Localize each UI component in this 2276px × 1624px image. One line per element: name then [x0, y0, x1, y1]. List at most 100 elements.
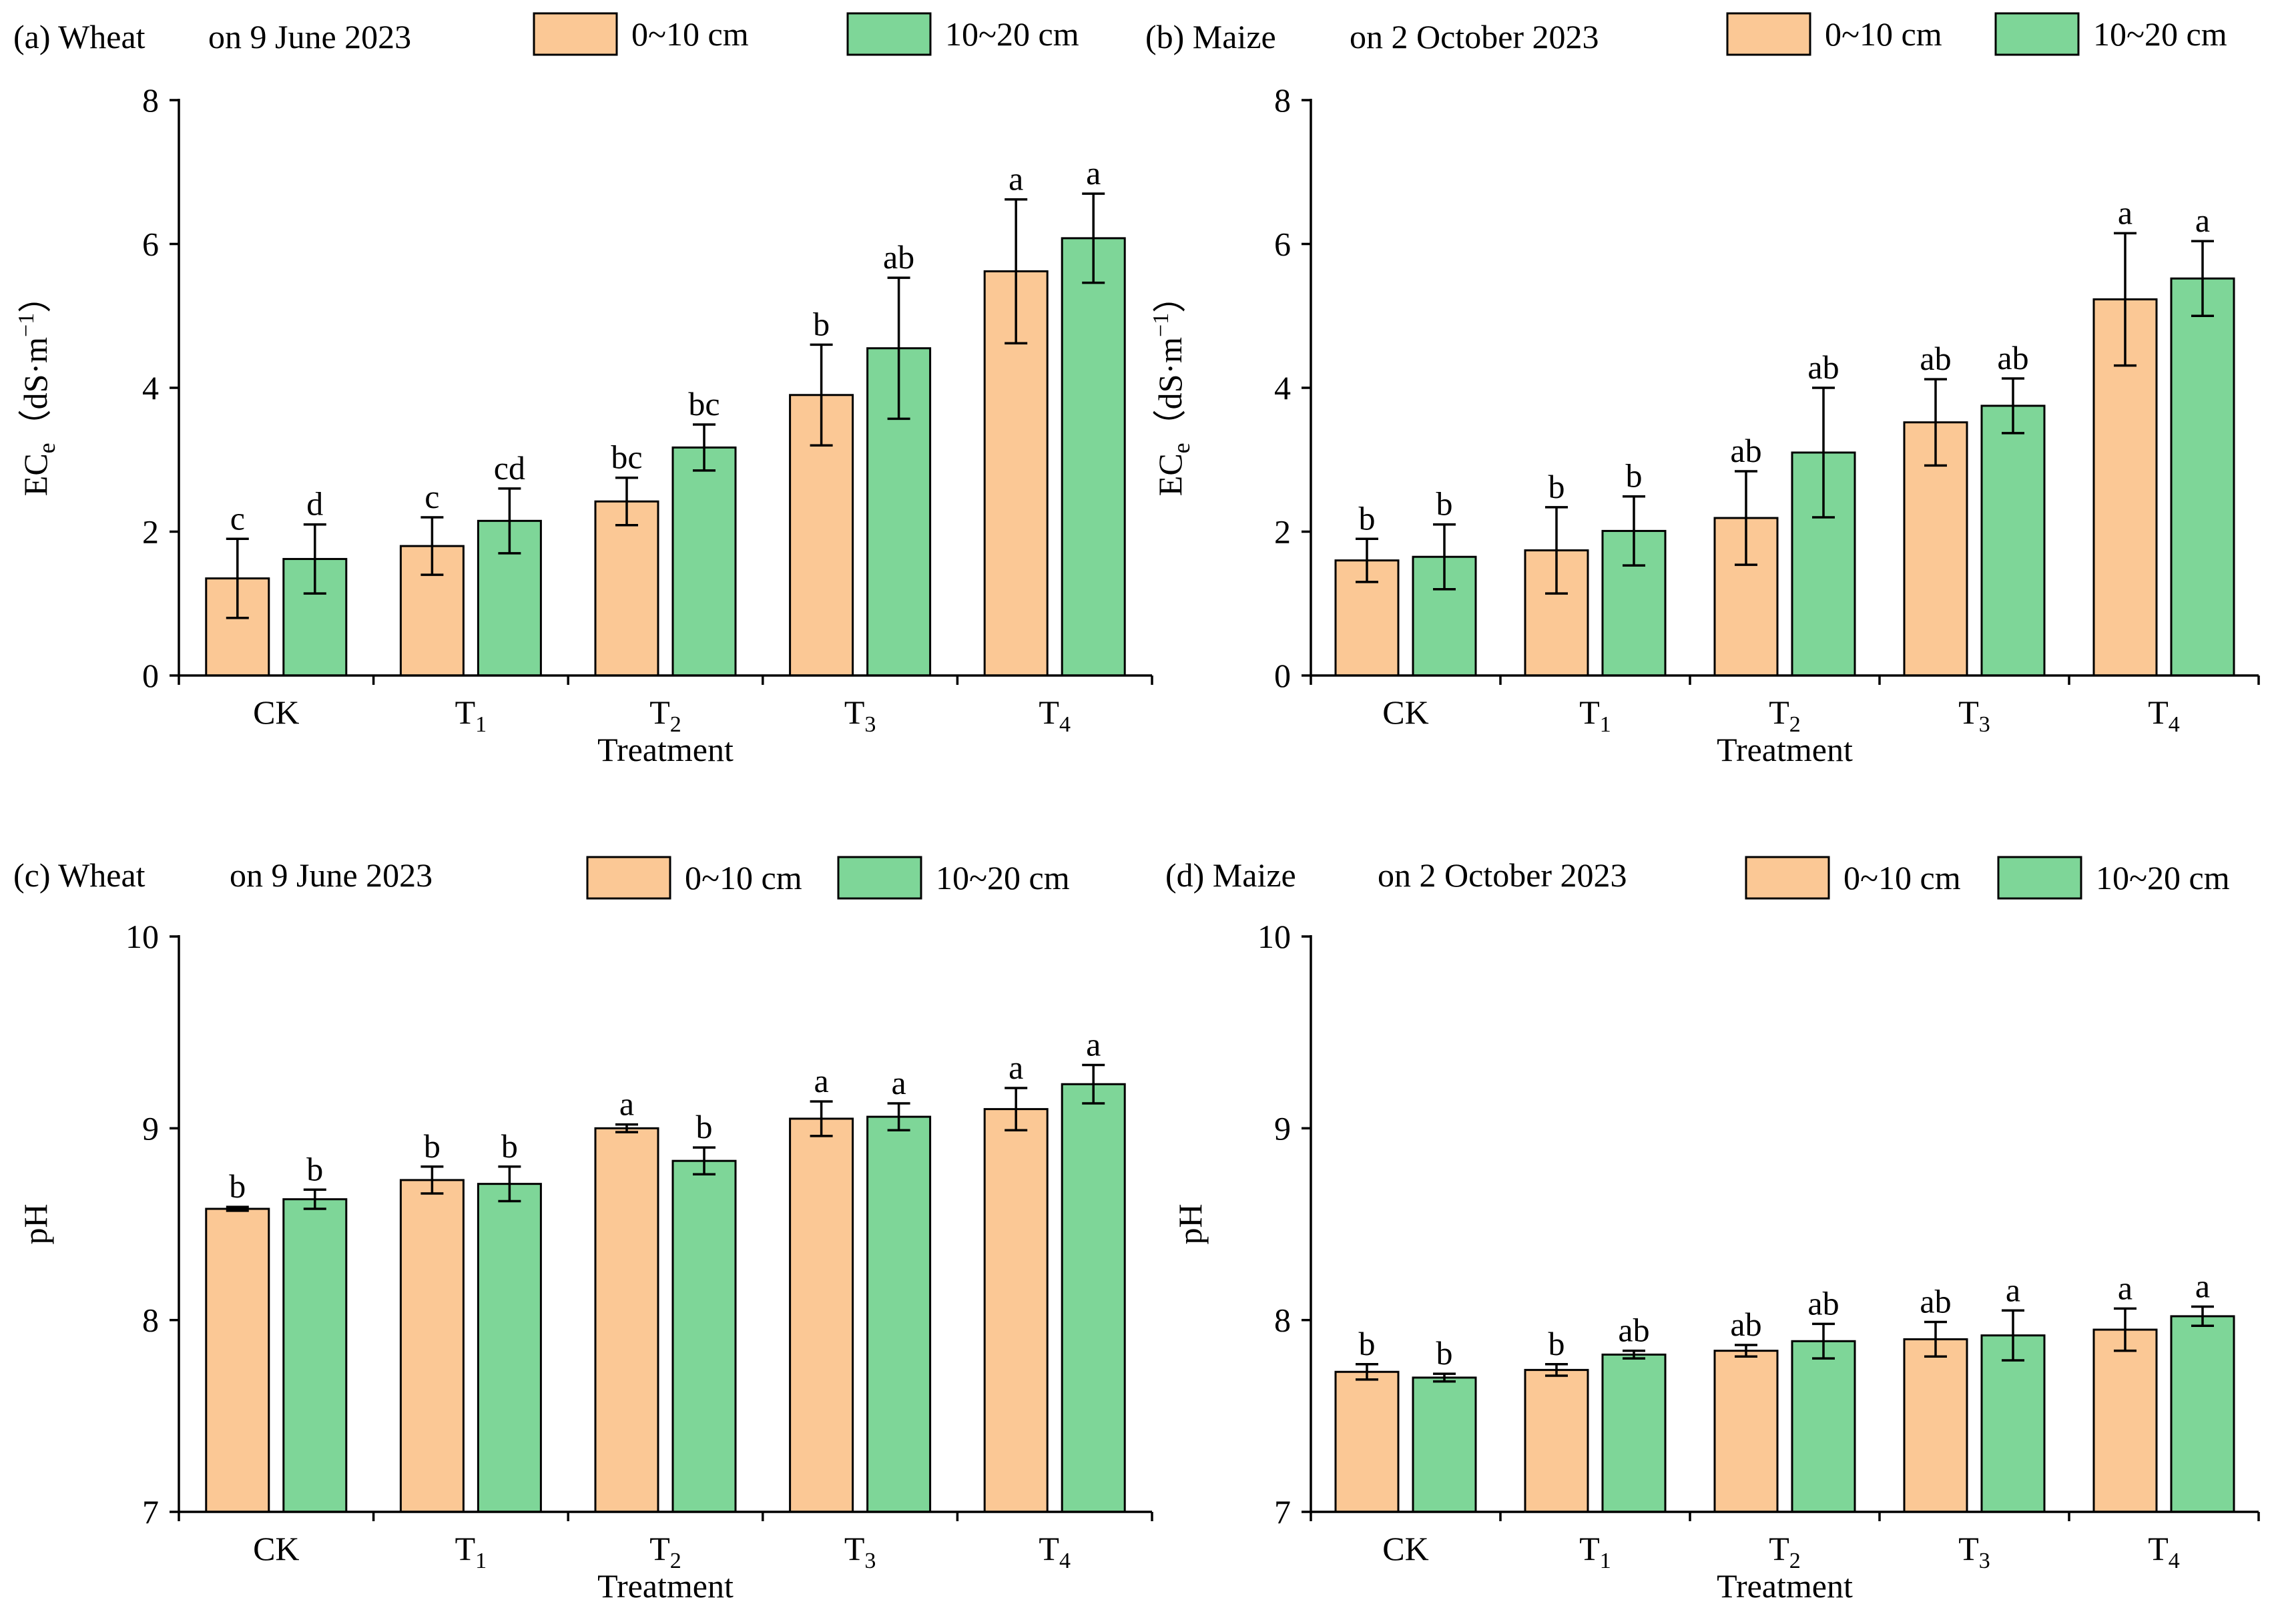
x-tick-label: T1: [1579, 1530, 1611, 1573]
bar: [1061, 1083, 1126, 1513]
significance-letter: ab: [1807, 348, 1839, 386]
significance-letter: ab: [883, 238, 914, 276]
significance-letter: ab: [1807, 1284, 1839, 1322]
significance-letter: a: [1086, 154, 1101, 192]
legend: 0~10 cm 10~20 cm: [1745, 856, 2230, 900]
x-tick-label: T2: [1769, 694, 1801, 737]
bar: [789, 1117, 854, 1513]
error-bar: [1623, 1349, 1645, 1360]
x-tick-label: CK: [253, 694, 299, 731]
x-axis-title: Treatment: [1717, 1567, 1853, 1605]
x-tick-label: T3: [1958, 694, 1990, 737]
panel-a: c c bc b a d cd bc ab a 0 2 4 6 8 CK T1 T2 T3 T4 Treatment EC…: [13, 12, 1153, 768]
x-tick-label: T2: [649, 694, 681, 737]
error-bar: [2191, 240, 2214, 317]
bar: [1334, 1370, 1400, 1513]
y-tick-label: 6: [142, 226, 159, 263]
significance-letter: ab: [1730, 1306, 1761, 1343]
error-bar: [693, 423, 716, 472]
bar: [282, 1198, 348, 1513]
significance-letter: b: [1548, 468, 1565, 505]
significance-letter: a: [814, 1062, 828, 1099]
y-tick-label: 2: [142, 513, 159, 551]
legend-swatch: [1997, 856, 2082, 900]
legend-swatch: [1726, 12, 1811, 56]
bar: [1524, 1368, 1589, 1513]
error-bar: [498, 1165, 521, 1203]
significance-letter: a: [1009, 1049, 1023, 1086]
bar: [477, 1183, 542, 1513]
significance-letter: b: [1359, 499, 1376, 537]
panel-date: on 2 October 2023: [1378, 856, 1627, 894]
error-bar: [1433, 523, 1456, 591]
panel-c: b b a a a b b b a a 7 8 9 10 CK T1 T2 T3 T4 Treatment pH (c) …: [13, 856, 1153, 1605]
x-axis-title: Treatment: [597, 1567, 734, 1605]
significance-letter: a: [891, 1064, 906, 1101]
significance-letter: a: [1009, 160, 1023, 198]
y-tick-label: 10: [125, 918, 159, 955]
panel-label: (d) Maize: [1165, 856, 1296, 894]
panel-label: (a) Wheat: [13, 18, 146, 55]
x-tick-label: CK: [253, 1530, 299, 1567]
significance-letter: ab: [1997, 339, 2028, 376]
error-bar: [1545, 506, 1568, 595]
significance-letter: cd: [494, 449, 525, 487]
significance-letter: bc: [611, 439, 642, 476]
error-bar: [226, 537, 249, 619]
y-tick-label: 0: [142, 657, 159, 694]
error-bar: [615, 476, 638, 527]
legend: 0~10 cm 10~20 cm: [533, 12, 1079, 56]
significance-letter: ab: [1730, 432, 1761, 469]
significance-letter: bc: [688, 385, 720, 423]
bar: [1791, 1340, 1856, 1513]
panel-label: (b) Maize: [1145, 18, 1276, 55]
bar: [205, 1207, 270, 1513]
significance-letter: b: [306, 1150, 323, 1187]
significance-letter: b: [501, 1127, 518, 1165]
error-bar: [2114, 1307, 2137, 1352]
y-tick-label: 0: [1274, 657, 1291, 694]
legend-swatch: [837, 856, 922, 900]
error-bar: [420, 516, 444, 576]
y-tick-label: 8: [1274, 1302, 1291, 1339]
x-tick-label: CK: [1382, 1530, 1428, 1567]
y-tick-label: 8: [142, 81, 159, 119]
error-bar: [1735, 1344, 1757, 1358]
error-bar: [887, 1102, 910, 1131]
significance-letter: b: [813, 305, 830, 342]
y-tick-label: 9: [142, 1109, 159, 1147]
x-tick-label: T1: [455, 1530, 487, 1573]
y-tick-label: 7: [1274, 1493, 1291, 1531]
significance-letter: b: [1548, 1325, 1565, 1362]
significance-letter: ab: [1920, 1283, 1951, 1320]
y-axis-title: ECe（dS·m−1）: [14, 280, 60, 496]
error-bar: [1924, 378, 1947, 467]
x-tick-label: T1: [455, 694, 487, 737]
significance-letter: a: [2006, 1271, 2020, 1308]
error-bar: [810, 1100, 833, 1137]
y-tick-label: 8: [142, 1302, 159, 1339]
y-tick-label: 9: [1274, 1109, 1291, 1147]
x-tick-label: T4: [2148, 694, 2180, 737]
legend-swatch: [586, 856, 671, 900]
x-tick-label: T1: [1579, 694, 1611, 737]
significance-letter: b: [696, 1108, 713, 1145]
significance-letter: a: [2118, 1269, 2132, 1306]
bar: [1601, 1353, 1667, 1513]
error-bar: [2002, 377, 2024, 435]
error-bar: [2002, 1309, 2024, 1362]
error-bar: [1082, 192, 1105, 284]
error-bar: [1924, 1320, 1947, 1358]
significance-letter: b: [229, 1167, 246, 1205]
legend-label: 0~10 cm: [1843, 859, 1961, 896]
x-tick-label: T2: [1769, 1530, 1801, 1573]
y-tick-label: 10: [1257, 918, 1291, 955]
bar: [1412, 1376, 1477, 1513]
significance-letter: b: [424, 1127, 441, 1165]
bar: [1713, 1350, 1779, 1513]
legend-swatch: [533, 12, 618, 56]
error-bar: [303, 523, 326, 595]
bar: [1061, 237, 1126, 677]
bar: [983, 1108, 1049, 1513]
bar: [2092, 1328, 2158, 1513]
